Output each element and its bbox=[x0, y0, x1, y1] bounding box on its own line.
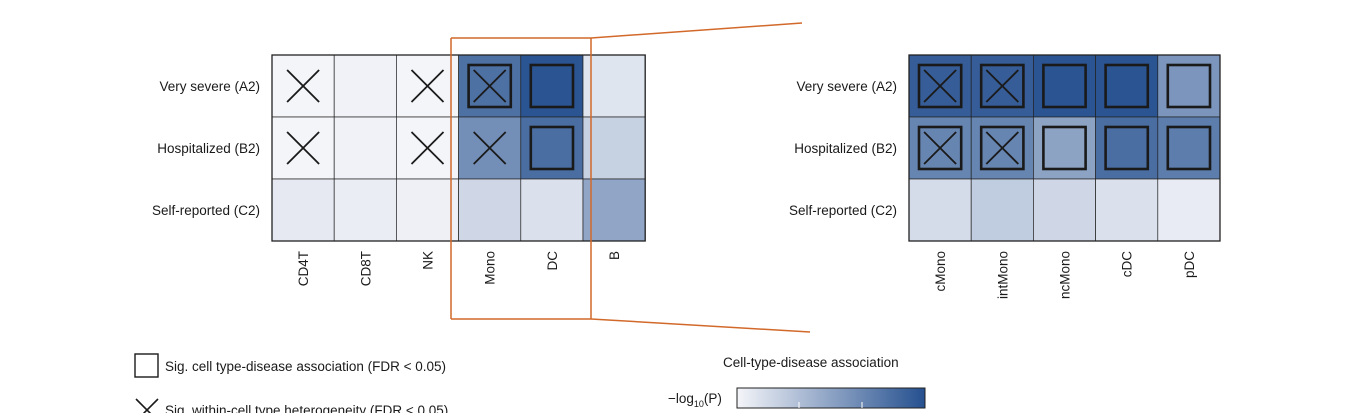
heatmap-cell bbox=[520, 178, 584, 242]
zoom-line bbox=[590, 22, 803, 39]
column-label: intMono bbox=[995, 251, 1010, 299]
legend-heterogeneity-symbol bbox=[135, 398, 159, 418]
heatmap-frame bbox=[271, 54, 646, 242]
heatmap-cell bbox=[396, 178, 459, 242]
sig-heterogeneity-cross bbox=[286, 69, 320, 103]
sig-heterogeneity-cross bbox=[473, 69, 507, 103]
sig-association-box bbox=[529, 125, 575, 171]
column-label: cDC bbox=[1120, 251, 1135, 277]
heatmap-cell bbox=[1033, 178, 1096, 242]
cross-stroke bbox=[286, 69, 320, 103]
colorbar-title: Cell-type-disease association bbox=[723, 355, 899, 370]
cross-stroke bbox=[923, 69, 957, 103]
zoom-connector bbox=[450, 22, 811, 333]
heatmap-cell bbox=[1157, 178, 1221, 242]
colorbar-label: −log10(P) bbox=[668, 391, 722, 409]
cross-stroke bbox=[410, 69, 445, 103]
cross-stroke bbox=[985, 131, 1019, 165]
heatmap-cell bbox=[271, 178, 335, 242]
colorbar-label-suffix: (P) bbox=[704, 391, 722, 406]
legend: Sig. cell type-disease association (FDR … bbox=[134, 353, 926, 418]
heatmap-cell bbox=[582, 116, 646, 180]
column-label: CD8T bbox=[358, 251, 373, 286]
heatmap-cell bbox=[333, 54, 397, 118]
row-label: Self-reported (C2) bbox=[789, 203, 897, 218]
sig-heterogeneity-cross bbox=[923, 131, 957, 165]
sig-heterogeneity-cross bbox=[410, 69, 445, 103]
heatmap-cell bbox=[1095, 178, 1159, 242]
column-label: ncMono bbox=[1058, 251, 1073, 299]
sig-association-box bbox=[917, 63, 963, 109]
cross-stroke bbox=[410, 131, 445, 165]
heatmap-cell bbox=[333, 116, 397, 180]
cross-stroke bbox=[985, 69, 1019, 103]
sig-heterogeneity-cross bbox=[985, 69, 1019, 103]
cross-stroke bbox=[473, 131, 507, 165]
sig-association-box bbox=[1104, 63, 1150, 109]
legend-association-label: Sig. cell type-disease association (FDR … bbox=[165, 359, 446, 374]
sig-association-box bbox=[1042, 63, 1087, 109]
heatmap-myeloid-subtypes: Very severe (A2) Hospitalized (B2) Self-re… bbox=[789, 54, 1221, 299]
heatmap-cell bbox=[582, 54, 646, 118]
row-label: Self-reported (C2) bbox=[152, 203, 260, 218]
heatmap-cell bbox=[970, 178, 1034, 242]
row-label: Very severe (A2) bbox=[796, 79, 897, 94]
sig-association-box bbox=[917, 125, 963, 171]
sig-association-box bbox=[979, 63, 1025, 109]
column-label: CD4T bbox=[296, 251, 311, 286]
heatmap-cell bbox=[582, 178, 646, 242]
column-label: Mono bbox=[483, 251, 498, 285]
colorbar-label-prefix: −log bbox=[668, 391, 694, 406]
sig-association-box bbox=[1104, 125, 1150, 171]
heatmap-cell-types: Very severe (A2) Hospitalized (B2) Self-re… bbox=[152, 54, 646, 286]
column-label: DC bbox=[545, 251, 560, 271]
column-label: pDC bbox=[1182, 251, 1197, 278]
legend-association-symbol bbox=[134, 353, 159, 378]
row-label: Hospitalized (B2) bbox=[794, 141, 897, 156]
cross-stroke bbox=[286, 131, 320, 165]
sig-association-box bbox=[529, 63, 575, 109]
sig-association-box bbox=[1166, 63, 1212, 109]
column-label: B bbox=[607, 251, 622, 260]
sig-association-box bbox=[1042, 125, 1087, 171]
column-label: NK bbox=[421, 251, 436, 270]
zoom-line bbox=[590, 318, 811, 333]
sig-association-box bbox=[1166, 125, 1212, 171]
sig-heterogeneity-cross bbox=[473, 131, 507, 165]
sig-heterogeneity-cross bbox=[410, 131, 445, 165]
colorbar bbox=[736, 387, 926, 409]
sig-association-box bbox=[467, 63, 513, 109]
cross-stroke bbox=[923, 131, 957, 165]
heatmap-cell bbox=[908, 178, 972, 242]
heatmap-cell bbox=[333, 178, 397, 242]
legend-heterogeneity-label: Sig. within-cell type heterogeneity (FDR… bbox=[165, 403, 448, 413]
heatmap-frame bbox=[908, 54, 1221, 242]
sig-association-box bbox=[979, 125, 1025, 171]
sig-heterogeneity-cross bbox=[286, 131, 320, 165]
sig-heterogeneity-cross bbox=[985, 131, 1019, 165]
column-label: cMono bbox=[933, 251, 948, 292]
row-label: Very severe (A2) bbox=[159, 79, 260, 94]
cross-stroke bbox=[473, 69, 507, 103]
sig-heterogeneity-cross bbox=[923, 69, 957, 103]
heatmap-cell bbox=[458, 178, 522, 242]
colorbar-label-subscript: 10 bbox=[694, 399, 704, 409]
row-label: Hospitalized (B2) bbox=[157, 141, 260, 156]
